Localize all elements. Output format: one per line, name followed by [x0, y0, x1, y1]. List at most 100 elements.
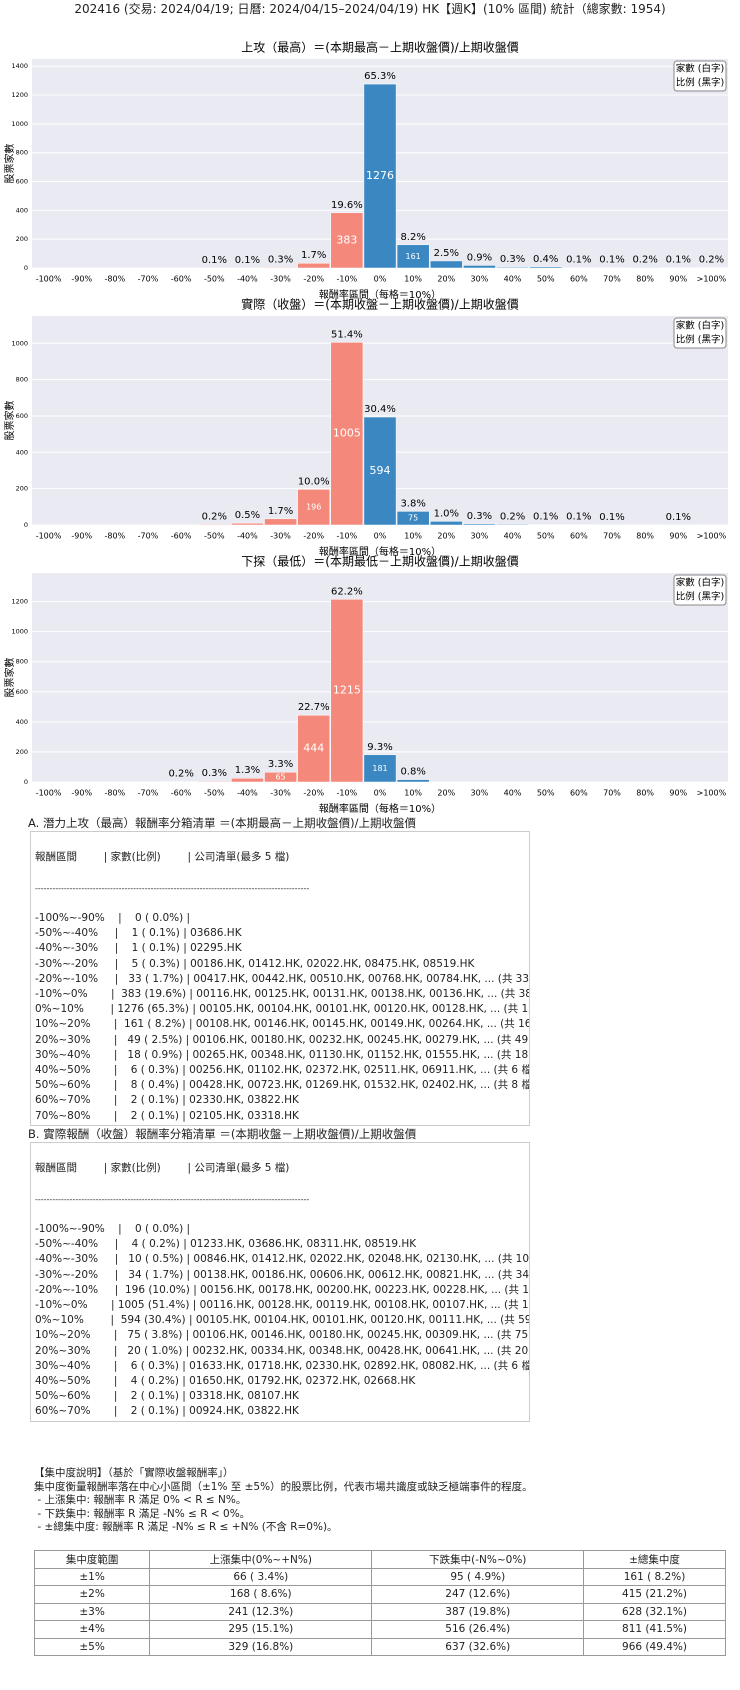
- list-row: -100%~-90% | 0 ( 0.0%) |: [35, 912, 191, 925]
- column-header: 集中度範圍: [33, 1550, 151, 1569]
- x-tick-label: -60%: [171, 789, 192, 798]
- share-label: 0.1%: [566, 512, 591, 523]
- x-tick-label: 80%: [636, 789, 654, 798]
- x-tick-label: 40%: [504, 789, 522, 798]
- table-cell: 516 (26.4%): [371, 1620, 585, 1639]
- list-row: 0%~10% | 594 (30.4%) | 00105.HK, 00104.H…: [35, 1314, 530, 1327]
- bar: [197, 780, 231, 783]
- bar: [363, 83, 397, 269]
- x-tick-label: -20%: [303, 275, 324, 284]
- list-row: -40%~-30% | 10 ( 0.5%) | 00846.HK, 01412…: [35, 1253, 530, 1266]
- legend-box: [673, 60, 727, 92]
- share-label: 10.0%: [298, 476, 330, 487]
- table-cell: 66 ( 3.4%): [149, 1567, 373, 1586]
- x-tick-label: 30%: [471, 789, 489, 798]
- table-cell: ±5%: [33, 1637, 151, 1656]
- bar: [628, 267, 662, 269]
- x-tick-label: 0%: [374, 532, 387, 541]
- list-b-title: B. 實際報酬（收盤）報酬率分箱清單 ＝(本期收盤－上期收盤價)/上期收盤價: [28, 1127, 417, 1141]
- legend-entry: 家數 (白字): [676, 577, 724, 589]
- y-tick-label: 200: [16, 235, 28, 243]
- x-tick-label: 10%: [404, 275, 422, 284]
- y-tick-label: 0: [24, 521, 28, 529]
- list-row: -50%~-40% | 4 ( 0.2%) | 01233.HK, 03686.…: [35, 1238, 417, 1251]
- count-label: 181: [372, 764, 387, 773]
- bar: [297, 262, 331, 269]
- list-row: -20%~-10% | 196 (10.0%) | 00156.HK, 0017…: [35, 1283, 530, 1296]
- share-label: 62.2%: [331, 586, 363, 597]
- table-cell: 161 ( 8.2%): [583, 1567, 726, 1586]
- x-tick-label: -80%: [105, 789, 126, 798]
- x-tick-label: 80%: [636, 532, 654, 541]
- x-tick-label: 40%: [504, 532, 522, 541]
- y-tick-label: 0: [24, 264, 28, 272]
- share-label: 3.3%: [268, 759, 293, 770]
- list-row: -40%~-30% | 1 ( 0.1%) | 02295.HK: [35, 942, 242, 955]
- x-tick-label: 60%: [570, 789, 588, 798]
- list-row: 20%~30% | 49 ( 2.5%) | 00106.HK, 00180.H…: [35, 1033, 530, 1046]
- table-row: ±3% 241 (12.3%) 387 (19.8%) 628 (32.1%): [33, 1602, 726, 1621]
- share-label: 9.3%: [367, 742, 392, 753]
- share-label: 0.1%: [533, 512, 558, 523]
- bar: [396, 779, 430, 783]
- x-tick-label: -40%: [237, 532, 258, 541]
- table-row: ±2% 168 ( 8.6%) 247 (12.6%) 415 (21.2%): [33, 1585, 726, 1604]
- bar: [264, 771, 297, 783]
- x-tick-label: 70%: [603, 275, 621, 284]
- share-label: 1.3%: [235, 765, 260, 776]
- x-tick-label: -50%: [204, 532, 225, 541]
- legend-entry: 家數 (白字): [676, 320, 724, 332]
- list-row: -10%~0% | 383 (19.6%) | 00116.HK, 00125.…: [35, 988, 530, 1001]
- legend: 家數 (白字) 比例 (黑字): [673, 574, 727, 606]
- x-tick-label: -70%: [138, 275, 159, 284]
- bar: [197, 524, 231, 526]
- legend-entry: 比例 (黑字): [676, 77, 724, 89]
- table-cell: ±2%: [33, 1585, 151, 1604]
- list-row: 60%~70% | 2 ( 0.1%) | 00924.HK, 03822.HK: [35, 1405, 299, 1418]
- x-tick-label: -90%: [71, 532, 92, 541]
- x-axis-label: 報酬率區間（每格＝10%）: [319, 288, 441, 301]
- bar: [264, 518, 297, 526]
- share-label: 0.1%: [666, 512, 691, 523]
- list-row: 50%~60% | 8 ( 0.4%) | 00428.HK, 00723.HK…: [35, 1079, 530, 1092]
- x-axis-label: 報酬率區間（每格＝10%）: [319, 802, 441, 815]
- table-cell: 329 (16.8%): [149, 1637, 373, 1656]
- legend-entry: 家數 (白字): [676, 63, 724, 75]
- x-tick-label: 0%: [374, 789, 387, 798]
- y-tick-label: 400: [16, 206, 28, 214]
- legend-entry: 比例 (黑字): [676, 591, 724, 603]
- share-label: 0.3%: [467, 511, 492, 522]
- share-label: 30.4%: [364, 404, 396, 415]
- bar: [264, 267, 297, 269]
- y-tick-label: 600: [16, 178, 28, 186]
- list-row: 40%~50% | 4 ( 0.2%) | 01650.HK, 01792.HK…: [35, 1375, 416, 1388]
- x-tick-label: -100%: [36, 789, 62, 798]
- x-tick-label: 70%: [603, 789, 621, 798]
- x-tick-label: -70%: [138, 532, 159, 541]
- x-tick-label: -20%: [303, 532, 324, 541]
- count-label: 594: [370, 464, 391, 477]
- table-row: ±5% 329 (16.8%) 637 (32.6%) 966 (49.4%): [33, 1637, 726, 1656]
- list-row: 0%~10% | 1276 (65.3%) | 00105.HK, 00104.…: [35, 1003, 530, 1016]
- share-label: 0.3%: [268, 254, 293, 265]
- column-header: ±總集中度: [583, 1550, 726, 1569]
- x-tick-label: -60%: [171, 532, 192, 541]
- share-label: 51.4%: [331, 329, 363, 340]
- table-cell: 95 ( 4.9%): [371, 1567, 585, 1586]
- table-cell: 241 (12.3%): [149, 1602, 373, 1621]
- list-header: 報酬區間 | 家數(比例) | 公司清單(最多 5 檔): [35, 1162, 290, 1175]
- x-tick-label: -80%: [105, 532, 126, 541]
- y-tick-label: 200: [16, 748, 28, 756]
- plot-area: [32, 573, 728, 782]
- bar: [330, 212, 364, 269]
- share-label: 0.9%: [467, 252, 492, 263]
- y-tick-label: 1200: [11, 91, 28, 99]
- legend-box: [673, 574, 727, 606]
- x-tick-label: 50%: [537, 789, 555, 798]
- y-tick-label: 1000: [11, 120, 28, 128]
- chart-title: 下探（最低）＝(本期最低－上期收盤價)/上期收盤價: [241, 555, 518, 569]
- share-label: 0.1%: [666, 255, 691, 266]
- x-tick-label: -10%: [337, 789, 358, 798]
- x-tick-label: -10%: [337, 275, 358, 284]
